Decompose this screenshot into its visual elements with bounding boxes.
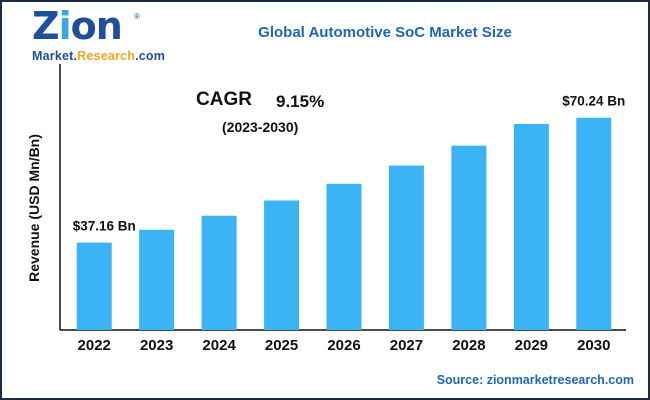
logo-subtitle: Market.Research.com xyxy=(32,49,166,63)
x-tick-label-2028: 2028 xyxy=(452,337,485,354)
data-label-2022: $37.16 Bn xyxy=(73,219,136,234)
bar-2025 xyxy=(264,200,300,330)
x-tick-label-2023: 2023 xyxy=(140,337,173,354)
bar-2029 xyxy=(513,123,549,331)
bar-2023 xyxy=(139,229,175,330)
x-tick-label-2022: 2022 xyxy=(78,337,111,354)
bar-2027 xyxy=(388,165,424,330)
cagr-label: CAGR xyxy=(196,89,252,110)
chart-title: Global Automotive SoC Market Size xyxy=(258,24,512,41)
bar-2026 xyxy=(326,183,362,330)
logo-wordmark: Zion xyxy=(32,4,123,48)
logo-registered-mark: ® xyxy=(134,12,140,21)
data-label-2030: $70.24 Bn xyxy=(562,94,625,109)
x-tick-label-2025: 2025 xyxy=(265,337,298,354)
cagr-value: 9.15% xyxy=(276,92,325,111)
bar-2024 xyxy=(201,215,237,330)
x-tick-label-2027: 2027 xyxy=(390,337,423,354)
source-credit: Source: zionmarketresearch.com xyxy=(436,373,634,387)
cagr-period: (2023-2030) xyxy=(222,119,299,135)
x-tick-label-2024: 2024 xyxy=(202,337,236,354)
bar-2028 xyxy=(451,145,487,330)
x-tick-label-2029: 2029 xyxy=(515,337,548,354)
bar-2022 xyxy=(76,242,112,330)
x-tick-label-2030: 2030 xyxy=(577,337,610,354)
bar-2030 xyxy=(576,117,612,331)
x-tick-label-2026: 2026 xyxy=(327,337,360,354)
zion-logo: Zion ® Market.Research.com xyxy=(30,4,165,64)
